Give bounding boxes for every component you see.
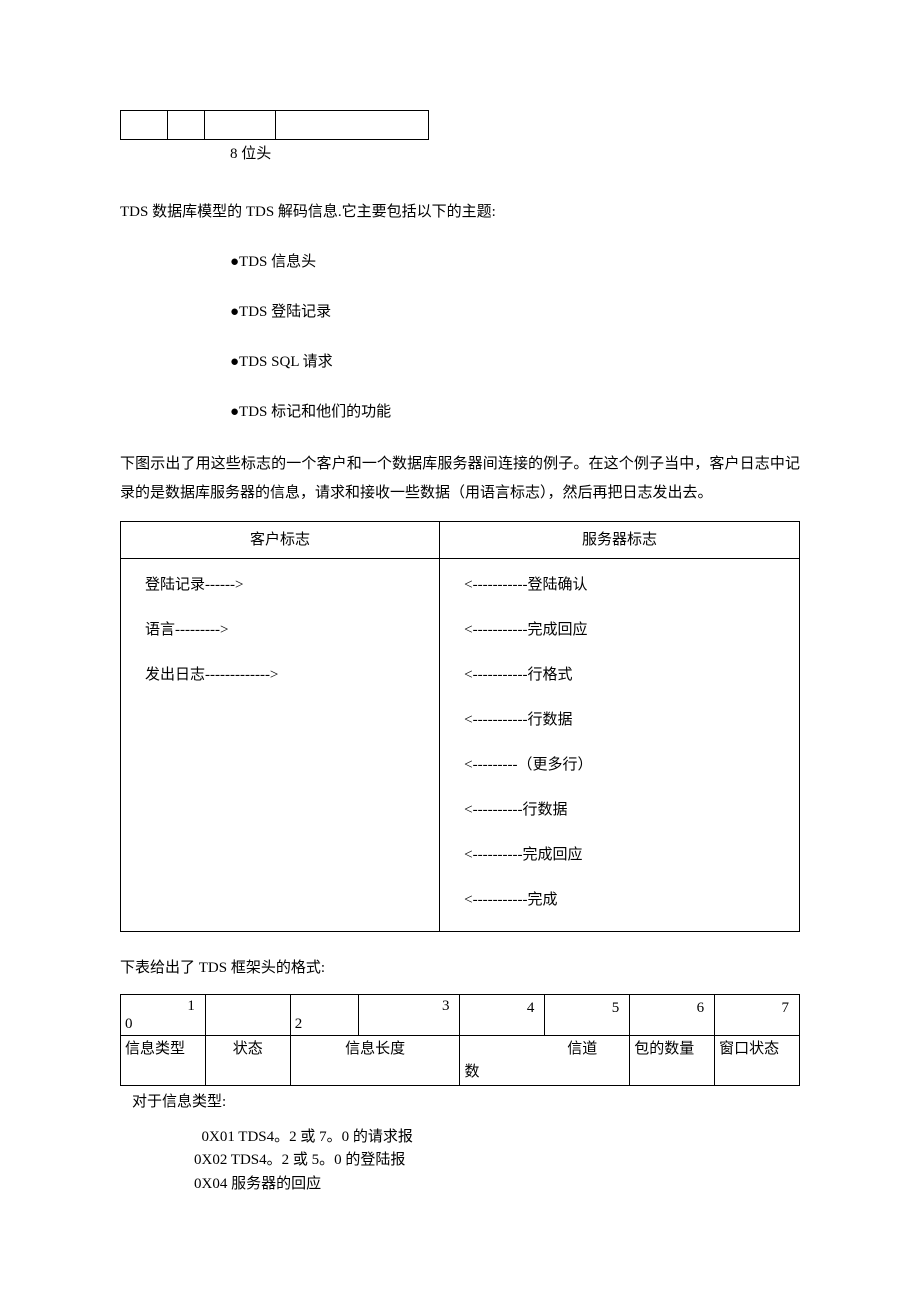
flow-line: 语言--------->	[145, 608, 415, 653]
frame-num-row: 10 2 3 4 5 6 7	[121, 995, 800, 1036]
frame-cell: 信道 数	[460, 1036, 630, 1086]
flow-right-cell: <-----------登陆确认 <-----------完成回应 <-----…	[440, 559, 800, 932]
code-line: 0X04 服务器的回应	[194, 1176, 321, 1192]
num-0: 0	[125, 1016, 133, 1032]
flow-header-right: 服务器标志	[440, 522, 800, 559]
caption-8bit: 8 位头	[230, 142, 800, 166]
frame-num: 6	[630, 995, 715, 1036]
frame-num: 3	[358, 995, 460, 1036]
bullet-item: ●TDS 登陆记录	[230, 300, 800, 324]
top-cell-1	[121, 111, 168, 140]
frame-cell: 状态	[205, 1036, 290, 1086]
bullet-list: ●TDS 信息头 ●TDS 登陆记录 ●TDS SQL 请求 ●TDS 标记和他…	[230, 250, 800, 424]
bullet-item: ●TDS SQL 请求	[230, 350, 800, 374]
top-header-table	[120, 110, 429, 140]
frame-num: 2	[290, 995, 358, 1036]
example-paragraph: 下图示出了用这些标志的一个客户和一个数据库服务器间连接的例子。在这个例子当中，客…	[120, 450, 800, 507]
flow-line: <---------（更多行）	[464, 743, 775, 788]
top-cell-4	[276, 111, 429, 140]
frame-sub: 数	[464, 1061, 625, 1084]
frame-cell: 窗口状态	[715, 1036, 800, 1086]
frame-intro: 下表给出了 TDS 框架头的格式:	[120, 956, 800, 980]
type-intro: 对于信息类型:	[132, 1090, 800, 1114]
code-line: 0X01 TDS4。2 或 7。0 的请求报	[194, 1129, 413, 1145]
flow-line: <----------行数据	[464, 788, 775, 833]
flow-left-cell: 登陆记录------> 语言---------> 发出日志-----------…	[121, 559, 440, 932]
flow-line: <-----------行数据	[464, 698, 775, 743]
intro-paragraph: TDS 数据库模型的 TDS 解码信息.它主要包括以下的主题:	[120, 200, 800, 224]
num-3: 3	[442, 998, 450, 1014]
frame-cell: 包的数量	[630, 1036, 715, 1086]
code-line: 0X02 TDS4。2 或 5。0 的登陆报	[194, 1152, 405, 1168]
flow-line: <----------完成回应	[464, 833, 775, 878]
frame-label-row: 信息类型 状态 信息长度 信道 数 包的数量 窗口状态	[121, 1036, 800, 1086]
frame-num: 4	[460, 995, 545, 1036]
page: 8 位头 TDS 数据库模型的 TDS 解码信息.它主要包括以下的主题: ●TD…	[0, 0, 920, 1302]
flow-table: 客户标志 服务器标志 登陆记录------> 语言---------> 发出日志…	[120, 521, 800, 932]
bullet-item: ●TDS 标记和他们的功能	[230, 400, 800, 424]
frame-sub: 信道	[464, 1038, 625, 1061]
flow-line: <-----------登陆确认	[464, 563, 775, 608]
frame-cell: 信息长度	[290, 1036, 460, 1086]
frame-num: 7	[715, 995, 800, 1036]
flow-line: 登陆记录------>	[145, 563, 415, 608]
frame-table: 10 2 3 4 5 6 7 信息类型 状态 信息长度 信道 数 包的数量 窗口…	[120, 994, 800, 1086]
flow-line: 发出日志------------->	[145, 653, 415, 698]
frame-num-empty	[205, 995, 290, 1036]
bullet-item: ●TDS 信息头	[230, 250, 800, 274]
top-cell-3	[205, 111, 276, 140]
top-cell-2	[168, 111, 205, 140]
flow-line: <-----------行格式	[464, 653, 775, 698]
frame-num: 5	[545, 995, 630, 1036]
flow-line: <-----------完成	[464, 878, 775, 923]
frame-cell: 信息类型	[121, 1036, 206, 1086]
flow-header-left: 客户标志	[121, 522, 440, 559]
num-1: 1	[187, 998, 195, 1014]
num-2: 2	[295, 1016, 303, 1032]
frame-num: 10	[121, 995, 206, 1036]
flow-line: <-----------完成回应	[464, 608, 775, 653]
code-block: 0X01 TDS4。2 或 7。0 的请求报 0X02 TDS4。2 或 5。0…	[194, 1126, 800, 1196]
